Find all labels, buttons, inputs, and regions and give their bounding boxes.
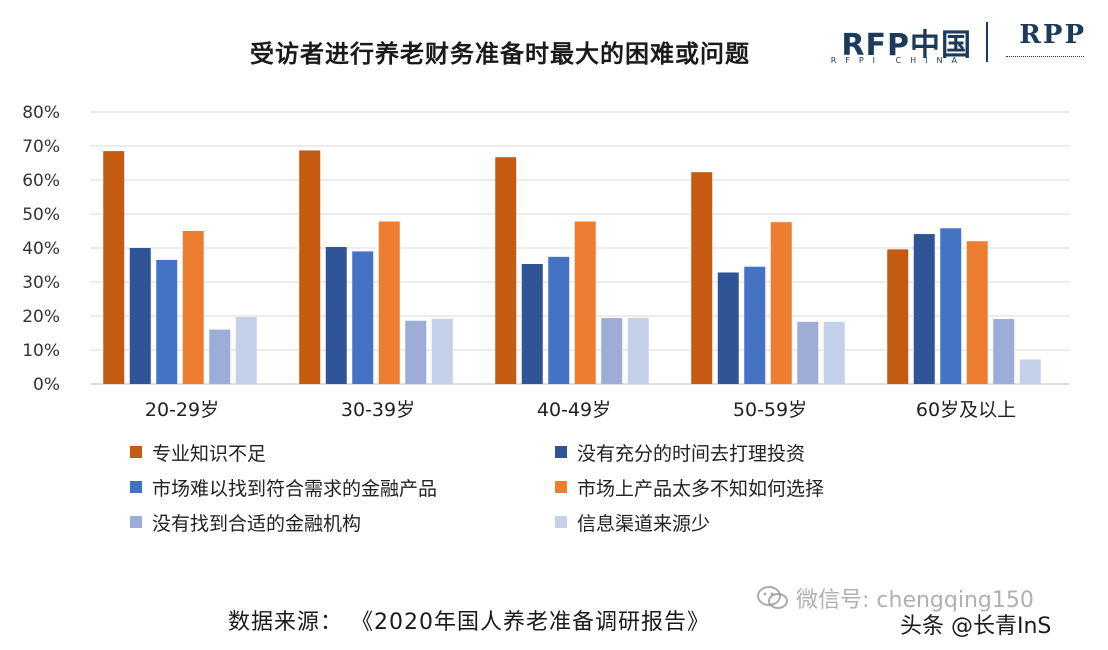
bar [156, 259, 178, 384]
legend-item: 没有充分的时间去打理投资 [555, 440, 980, 465]
toutiao-watermark: 头条 @长青InS [900, 614, 1052, 639]
legend-swatch [555, 446, 567, 458]
legend-swatch [130, 481, 142, 493]
bar [209, 329, 231, 384]
bar [431, 318, 453, 384]
bar [993, 319, 1015, 384]
x-tick-label: 40-49岁 [537, 399, 611, 421]
bar [1019, 359, 1041, 384]
legend-label: 信息渠道来源少 [577, 512, 711, 535]
y-tick-label: 20% [22, 307, 60, 327]
logo-divider [986, 22, 988, 62]
legend-item: 没有找到合适的金融机构 [130, 510, 555, 535]
bar [521, 263, 543, 384]
bar [548, 256, 570, 384]
y-tick-label: 50% [22, 205, 60, 225]
legend-label: 专业知识不足 [152, 442, 267, 465]
bar [182, 231, 204, 384]
bar [887, 249, 909, 384]
bar [797, 321, 819, 384]
bar [913, 234, 935, 384]
legend-swatch [555, 481, 567, 493]
bar [627, 318, 649, 384]
bar [744, 266, 766, 384]
bar [378, 221, 400, 384]
rpp-logo-subtitle [1006, 56, 1084, 61]
legend-item: 市场上产品太多不知如何选择 [555, 475, 980, 500]
y-tick-label: 70% [22, 137, 60, 157]
wechat-icon [757, 586, 788, 609]
bar [823, 321, 845, 384]
y-tick-label: 60% [22, 171, 60, 191]
rfp-china-logo: RFP中国 [841, 28, 972, 63]
y-tick-label: 0% [33, 375, 60, 395]
wechat-watermark: 微信号: chengqing150 [756, 582, 1034, 614]
y-tick-label: 40% [22, 239, 60, 259]
x-tick-label: 60岁及以上 [916, 399, 1016, 421]
legend-label: 市场难以找到符合需求的金融产品 [152, 477, 438, 500]
chart-title: 受访者进行养老财务准备时最大的困难或问题 [250, 40, 750, 68]
bar-chart: 0% 10% 20% 30% 40% 50% 60% 70% 80% 20-29岁 30-39岁 40… [22, 103, 1070, 421]
legend-label: 没有找到合适的金融机构 [152, 512, 362, 535]
rpp-logo: RPP [1019, 20, 1086, 50]
legend-swatch [130, 446, 142, 458]
bar [574, 221, 596, 384]
bar [405, 320, 427, 384]
bar [770, 222, 792, 384]
bar [940, 228, 962, 384]
legend-label: 没有充分的时间去打理投资 [577, 442, 806, 465]
watermark-text: 微信号: chengqing150 [796, 588, 1034, 613]
bar [299, 150, 321, 384]
bar [352, 251, 374, 384]
y-tick-label: 80% [22, 103, 60, 123]
legend-label: 市场上产品太多不知如何选择 [577, 477, 825, 500]
bar [717, 272, 739, 384]
x-tick-label: 50-59岁 [733, 399, 807, 421]
bar [325, 246, 347, 384]
rfp-china-logo-subtitle: RFPI CHINA [830, 56, 966, 65]
x-tick-label: 20-29岁 [145, 399, 219, 421]
bar [966, 241, 988, 384]
bar [495, 157, 517, 384]
legend-swatch [555, 516, 567, 528]
y-tick-label: 30% [22, 273, 60, 293]
bar [601, 318, 623, 384]
bar [691, 172, 713, 384]
bar [129, 248, 151, 384]
legend-item: 市场难以找到符合需求的金融产品 [130, 475, 555, 500]
data-source-note: 数据来源： 《2020年国人养老准备调研报告》 [228, 610, 710, 635]
legend-item: 信息渠道来源少 [555, 510, 980, 535]
legend-item: 专业知识不足 [130, 440, 555, 465]
bar [103, 151, 125, 384]
legend-swatch [130, 516, 142, 528]
x-tick-label: 30-39岁 [341, 399, 415, 421]
y-tick-label: 10% [22, 341, 60, 361]
bar [235, 317, 257, 384]
chart-legend: 专业知识不足 没有充分的时间去打理投资市场难以找到符合需求的金融产品 市场上产品太多… [130, 440, 980, 535]
